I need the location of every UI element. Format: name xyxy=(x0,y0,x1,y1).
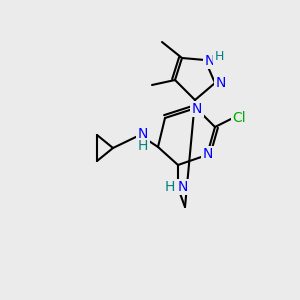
Text: N: N xyxy=(138,127,148,141)
Text: N: N xyxy=(192,102,202,116)
Text: Cl: Cl xyxy=(232,111,246,125)
Text: N: N xyxy=(178,180,188,194)
Text: N: N xyxy=(203,147,213,161)
Text: H: H xyxy=(165,180,175,194)
Text: H: H xyxy=(214,50,224,64)
Text: N: N xyxy=(216,76,226,90)
Text: H: H xyxy=(138,139,148,153)
Text: N: N xyxy=(205,54,215,68)
